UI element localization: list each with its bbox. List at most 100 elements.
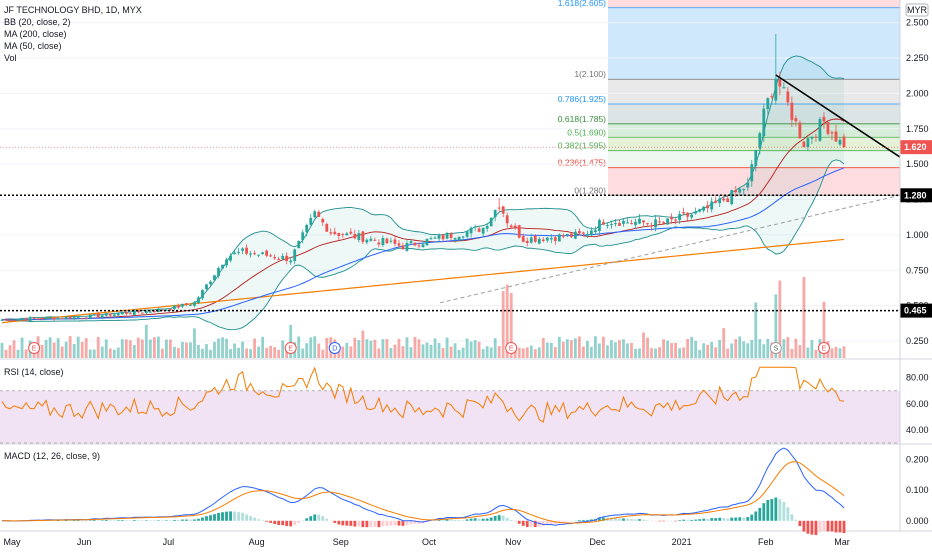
- volume-bar: [193, 328, 196, 358]
- macd-histogram-bar: [690, 519, 694, 521]
- volume-bar: [690, 336, 694, 358]
- candle-body: [40, 318, 44, 320]
- volume-bar: [277, 349, 281, 358]
- volume-bar: [393, 344, 397, 358]
- bollinger-lower: [1, 159, 845, 331]
- candle-body: [569, 233, 573, 238]
- volume-bar: [634, 348, 637, 358]
- candle-body: [293, 249, 297, 261]
- candle-body: [461, 236, 465, 238]
- fib-zone: [608, 150, 900, 168]
- macd-histogram-bar: [650, 520, 653, 522]
- macd-histogram-bar: [265, 520, 269, 522]
- currency-label: MYR: [907, 5, 928, 15]
- macd-histogram-bar: [842, 520, 846, 534]
- rsi-tick-label: 60.00: [906, 399, 929, 409]
- volume-bar: [493, 338, 497, 358]
- macd-histogram-bar: [233, 511, 236, 521]
- x-tick-label: Nov: [505, 537, 522, 547]
- candle-body: [670, 217, 673, 220]
- macd-histogram-bar: [457, 520, 461, 521]
- macd-histogram-bar: [802, 520, 806, 532]
- candle-body: [702, 206, 706, 211]
- macd-histogram-bar: [205, 516, 208, 521]
- macd-histogram-bar: [349, 520, 353, 526]
- candle-body: [217, 268, 220, 277]
- macd-histogram-bar: [313, 514, 317, 521]
- macd-histogram-bar: [393, 520, 397, 526]
- macd-histogram-bar: [405, 520, 409, 525]
- volume-bar: [297, 336, 301, 358]
- volume-bar: [245, 348, 248, 358]
- volume-bar: [181, 341, 184, 358]
- volume-bar: [156, 336, 160, 358]
- candle-body: [714, 200, 718, 203]
- candle-body: [285, 255, 289, 261]
- macd-histogram-bar: [770, 499, 774, 521]
- candle-body: [237, 251, 240, 253]
- candle-body: [493, 209, 497, 218]
- volume-bar: [421, 344, 425, 358]
- macd-histogram-bar: [726, 518, 730, 521]
- volume-bar: [734, 339, 738, 358]
- volume-bar: [140, 339, 144, 358]
- candle-body: [798, 122, 802, 139]
- volume-bar: [694, 340, 698, 358]
- macd-histogram-bar: [754, 511, 758, 521]
- macd-histogram-bar: [120, 520, 124, 521]
- candle-body: [834, 131, 838, 142]
- level-tag-label: 0.465: [904, 306, 927, 316]
- candle-body: [209, 281, 212, 285]
- macd-histogram-bar: [201, 517, 204, 521]
- x-tick-label: Oct: [422, 537, 437, 547]
- volume-bar: [686, 338, 690, 358]
- volume-bar: [397, 338, 401, 358]
- macd-histogram-bar: [529, 520, 533, 527]
- volume-bar: [798, 345, 802, 358]
- candle-body: [453, 238, 457, 240]
- fib-zone: [608, 79, 900, 105]
- candle-body: [762, 108, 766, 137]
- volume-bar: [301, 348, 305, 358]
- candle-body: [397, 243, 401, 246]
- macd-histogram-bar: [381, 520, 385, 527]
- fib-zone: [608, 7, 900, 80]
- volume-bar: [173, 346, 176, 358]
- macd-histogram-bar: [830, 520, 834, 532]
- candle-body: [606, 224, 609, 226]
- candle-body: [20, 319, 24, 321]
- volume-bar: [44, 339, 48, 358]
- volume-bar: [160, 348, 164, 358]
- macd-histogram-bar: [269, 520, 273, 523]
- event-label: E: [32, 346, 37, 353]
- candle-body: [790, 102, 794, 120]
- volume-bar: [401, 346, 405, 358]
- candle-body: [92, 314, 96, 316]
- candle-body: [565, 234, 569, 236]
- volume-bar: [626, 343, 629, 358]
- volume-bar: [413, 336, 417, 358]
- macd-histogram-bar: [60, 520, 64, 522]
- macd-histogram-bar: [193, 519, 196, 521]
- x-tick-label: Sep: [333, 537, 349, 547]
- candle-body: [241, 248, 244, 251]
- candle-body: [433, 237, 437, 239]
- level-tag: [900, 188, 932, 203]
- candle-body: [449, 233, 453, 238]
- candle-body: [205, 284, 208, 290]
- volume-bar: [325, 338, 329, 358]
- macd-histogram-bar: [365, 520, 369, 528]
- candle-body: [389, 240, 393, 242]
- fib-label: 0.618(1.785): [558, 114, 606, 124]
- macd-histogram-bar: [277, 520, 281, 525]
- macd-histogram-bar: [80, 520, 84, 522]
- macd-histogram-bar: [128, 520, 132, 521]
- macd-histogram-bar: [377, 520, 381, 528]
- macd-histogram-bar: [485, 518, 489, 521]
- event-label: S: [773, 346, 778, 353]
- candle-body: [734, 190, 738, 193]
- level-tag: [900, 303, 932, 318]
- y-tick-label: 1.750: [906, 124, 929, 134]
